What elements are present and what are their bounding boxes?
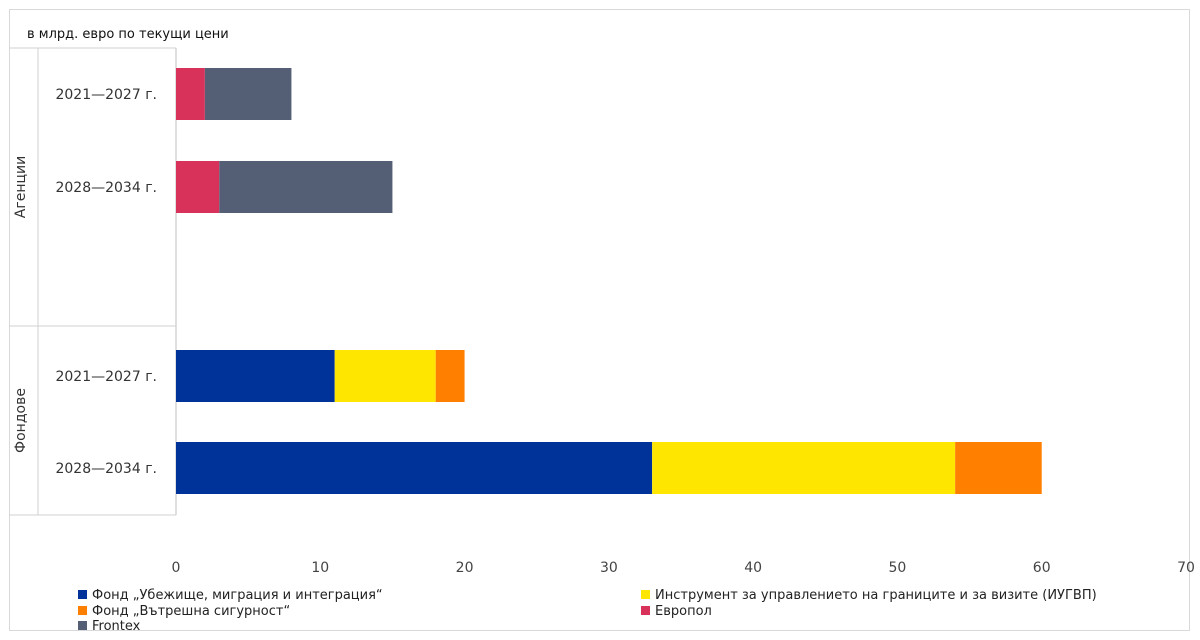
legend-swatch: [78, 590, 87, 599]
chart-frame: [9, 9, 1190, 631]
legend-item: Фонд „Убежище, миграция и интеграция“: [78, 588, 383, 603]
bar-row2-series5: [219, 161, 393, 213]
group-label: Агенции: [13, 156, 29, 218]
x-tick-label: 60: [1033, 560, 1051, 576]
x-tick-label: 20: [456, 560, 474, 576]
legend-item: Европол: [641, 604, 712, 619]
legend-swatch: [78, 621, 87, 630]
group-label: Фондове: [13, 388, 29, 453]
legend-item: Frontex: [78, 619, 141, 634]
legend-swatch: [641, 606, 650, 615]
x-tick-label: 0: [172, 560, 181, 576]
legend-label: Инструмент за управлението на границите …: [655, 588, 1097, 603]
category-label: 2028—2034 г.: [55, 180, 157, 196]
category-label: 2021—2027 г.: [55, 87, 157, 103]
legend-swatch: [78, 606, 87, 615]
bar-row3-series1: [176, 350, 335, 402]
legend-label: Фонд „Вътрешна сигурност“: [92, 604, 290, 619]
legend-label: Европол: [655, 604, 712, 619]
x-tick-label: 50: [889, 560, 907, 576]
x-tick-label: 10: [311, 560, 329, 576]
legend-label: Фонд „Убежище, миграция и интеграция“: [92, 588, 383, 603]
bar-row4-series3: [955, 442, 1042, 494]
legend-item: Фонд „Вътрешна сигурност“: [78, 604, 290, 619]
bar-row1-series5: [204, 68, 292, 120]
bar-row3-series2: [334, 350, 436, 402]
legend-swatch: [641, 590, 650, 599]
x-tick-labels: 0 10 20 30 40 50 60 70: [172, 560, 1195, 576]
x-tick-label: 30: [600, 560, 618, 576]
legend: Фонд „Убежище, миграция и интеграция“ Инс…: [78, 588, 1097, 634]
bar-row1-series4: [176, 68, 205, 120]
bar-row4-series1: [176, 442, 653, 494]
unit-label: в млрд. евро по текущи цени: [27, 27, 229, 42]
bar-row3-series3: [435, 350, 465, 402]
category-labels: 2021—2027 г. 2028—2034 г. Агенции 2021—2027…: [13, 87, 157, 477]
bar-row2-series4: [176, 161, 220, 213]
x-tick-label: 70: [1177, 560, 1195, 576]
legend-label: Frontex: [92, 619, 141, 634]
category-label: 2021—2027 г.: [55, 369, 157, 385]
bars-layer: [176, 68, 1042, 494]
x-tick-label: 40: [744, 560, 762, 576]
bar-row4-series2: [652, 442, 956, 494]
axes: [9, 47, 177, 516]
category-label: 2028—2034 г.: [55, 461, 157, 477]
legend-item: Инструмент за управлението на границите …: [641, 588, 1097, 603]
